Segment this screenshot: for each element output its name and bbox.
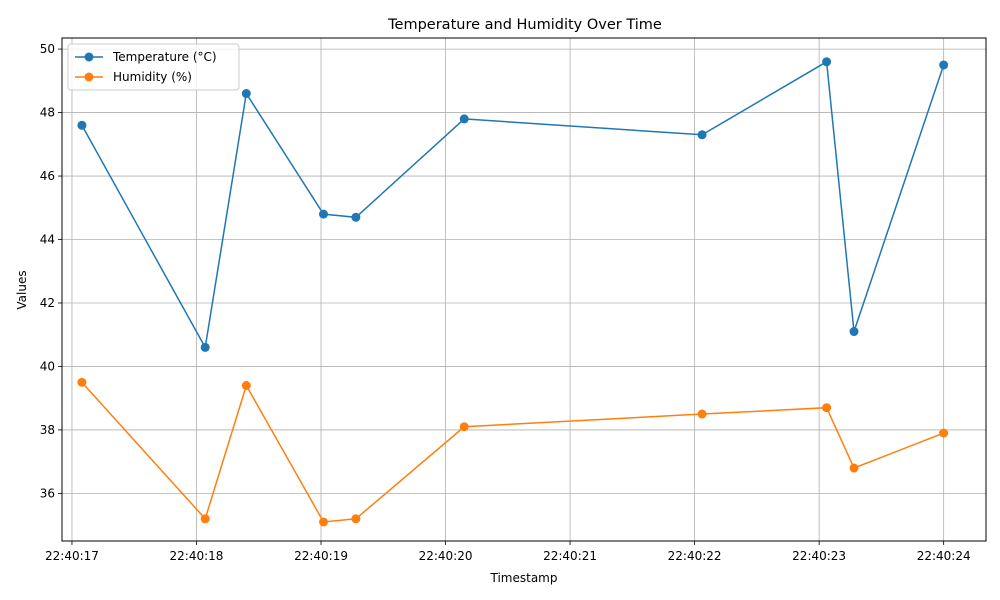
data-point bbox=[319, 517, 329, 527]
legend-swatch-marker bbox=[84, 72, 94, 82]
data-point bbox=[459, 114, 469, 124]
x-tick-label: 22:40:17 bbox=[45, 549, 99, 563]
y-tick-label: 40 bbox=[40, 359, 55, 373]
x-axis-label: Timestamp bbox=[490, 571, 558, 585]
y-tick-label: 48 bbox=[40, 106, 55, 120]
series-lines bbox=[77, 57, 949, 527]
series-line bbox=[81, 381, 944, 523]
data-point bbox=[939, 428, 949, 438]
data-point bbox=[849, 463, 859, 473]
data-point bbox=[241, 380, 251, 390]
data-point bbox=[200, 514, 210, 524]
y-tick-label: 36 bbox=[40, 486, 55, 500]
x-tick-label: 22:40:21 bbox=[543, 549, 597, 563]
x-tick-label: 22:40:24 bbox=[917, 549, 971, 563]
data-point bbox=[241, 89, 251, 99]
series-1 bbox=[77, 377, 949, 527]
data-point bbox=[77, 377, 87, 387]
y-tick-label: 44 bbox=[40, 233, 55, 247]
x-tick-label: 22:40:20 bbox=[419, 549, 473, 563]
y-axis-ticks: 36 38 40 42 44 46 48 50 bbox=[40, 42, 62, 500]
x-tick-label: 22:40:23 bbox=[792, 549, 846, 563]
legend-entry: Humidity (%) bbox=[113, 70, 192, 84]
data-point bbox=[822, 403, 832, 413]
series-0 bbox=[77, 57, 949, 352]
y-axis-label: Values bbox=[15, 270, 29, 309]
x-tick-label: 22:40:19 bbox=[294, 549, 348, 563]
series-line bbox=[81, 60, 945, 350]
y-tick-label: 46 bbox=[40, 169, 55, 183]
plot-frame bbox=[61, 37, 987, 542]
data-point bbox=[200, 342, 210, 352]
data-point bbox=[77, 120, 87, 130]
data-point bbox=[697, 130, 707, 140]
legend: Temperature (°C) Humidity (%) bbox=[67, 43, 240, 91]
data-point bbox=[849, 327, 859, 337]
y-tick-label: 50 bbox=[40, 42, 55, 56]
legend-entry: Temperature (°C) bbox=[112, 50, 217, 64]
data-point bbox=[939, 60, 949, 70]
legend-box bbox=[67, 43, 240, 91]
data-point bbox=[697, 409, 707, 419]
chart-title: Temperature and Humidity Over Time bbox=[387, 17, 662, 33]
data-point bbox=[319, 209, 329, 219]
x-tick-label: 22:40:22 bbox=[668, 549, 722, 563]
data-point bbox=[459, 422, 469, 432]
x-axis-ticks: 22:40:17 22:40:18 22:40:19 22:40:20 22:40:21… bbox=[45, 541, 971, 563]
data-point bbox=[351, 212, 361, 222]
grid bbox=[62, 38, 986, 541]
data-point bbox=[822, 57, 832, 67]
x-tick-label: 22:40:18 bbox=[170, 549, 224, 563]
legend-swatch-marker bbox=[84, 52, 94, 62]
y-tick-label: 42 bbox=[40, 296, 55, 310]
data-point bbox=[351, 514, 361, 524]
y-tick-label: 38 bbox=[40, 423, 55, 437]
